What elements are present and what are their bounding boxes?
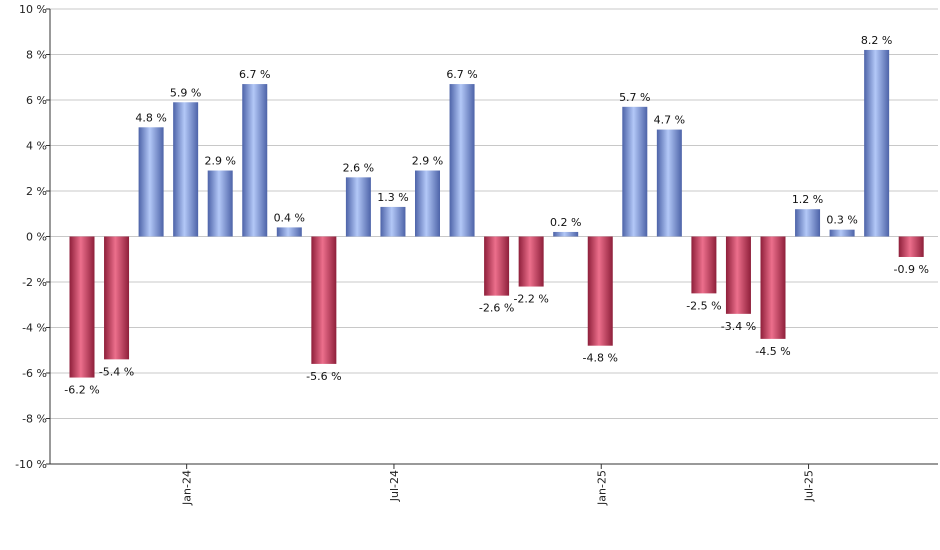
bar-data-label: -3.4 %	[721, 320, 756, 333]
bar-positive	[829, 229, 855, 237]
bar-negative	[587, 236, 613, 346]
y-tick-label: -4 %	[22, 322, 47, 335]
bar-positive	[656, 129, 682, 237]
bar-positive	[622, 106, 648, 237]
bar-data-label: 1.3 %	[377, 191, 408, 204]
bar-negative	[104, 236, 130, 360]
bar-data-label: 4.7 %	[654, 114, 685, 127]
bar-positive	[276, 227, 302, 237]
y-tick-label: 2 %	[26, 185, 47, 198]
bar-negative	[69, 236, 95, 378]
bar-positive	[138, 127, 164, 237]
y-tick-label: -6 %	[22, 367, 47, 380]
bar-positive	[380, 206, 406, 237]
y-tick-label: 0 %	[26, 231, 47, 244]
y-tick-label: 4 %	[26, 140, 47, 153]
y-tick-label: -10 %	[15, 458, 47, 471]
bar-data-label: 6.7 %	[446, 68, 477, 81]
x-axis-ticks: Jan-24 Jul-24 Jan-25 Jul-25	[181, 464, 816, 506]
bar-data-label: 0.3 %	[826, 214, 857, 227]
y-tick-label: -8 %	[22, 413, 47, 426]
y-tick-label: -2 %	[22, 276, 47, 289]
bar-positive	[795, 209, 821, 237]
bar-positive	[864, 49, 890, 237]
bar-negative	[725, 236, 751, 314]
bar-data-label: 0.4 %	[274, 211, 305, 224]
bar-negative	[898, 236, 924, 257]
bar-positive	[415, 170, 440, 237]
bar-data-label: -2.2 %	[513, 293, 548, 306]
bar-positive	[207, 170, 233, 237]
bar-positive	[449, 84, 475, 237]
bar-positive	[242, 84, 268, 237]
y-tick-label: 10 %	[19, 3, 47, 16]
bar-data-label: -2.6 %	[479, 302, 514, 315]
data-labels-layer: -6.2 %-5.4 % 4.8 % 5.9 % 2.9 % 6.7 % 0.4 % -5.…	[64, 34, 929, 397]
bar-data-label: 6.7 %	[239, 68, 270, 81]
y-tick-label: 6 %	[26, 94, 47, 107]
y-tick-label: 8 %	[26, 49, 47, 62]
bar-data-label: 4.8 %	[135, 111, 166, 124]
bar-positive	[553, 231, 579, 237]
bar-data-label: 8.2 %	[861, 34, 892, 47]
bar-data-label: -0.9 %	[893, 263, 928, 276]
bar-data-label: -2.5 %	[686, 299, 721, 312]
bar-data-label: -4.5 %	[755, 345, 790, 358]
bar-positive	[345, 177, 371, 237]
bar-data-label: 2.6 %	[343, 161, 374, 174]
bar-data-label: 1.2 %	[792, 193, 823, 206]
x-tick-label: Jan-25	[595, 470, 608, 506]
y-axis-ticks: 10 % 8 % 6 % 4 % 2 % 0 % -2 % -4 % -6 % -8 % -10 %	[15, 3, 50, 471]
bars-layer	[69, 49, 924, 378]
bar-data-label: 0.2 %	[550, 216, 581, 229]
bar-data-label: -5.4 %	[99, 365, 134, 378]
bar-data-label: 2.9 %	[204, 155, 235, 168]
bar-negative	[760, 236, 786, 339]
bar-data-label: 5.7 %	[619, 91, 650, 104]
bar-data-label: -4.8 %	[583, 352, 618, 365]
bar-negative	[691, 236, 717, 294]
axes-layer	[49, 9, 938, 465]
bar-data-label: -5.6 %	[306, 370, 341, 383]
bar-data-label: -6.2 %	[64, 384, 99, 397]
x-tick-label: Jul-24	[388, 470, 401, 502]
bar-negative	[311, 236, 337, 364]
bar-data-label: 5.9 %	[170, 86, 201, 99]
bar-negative	[484, 236, 510, 296]
x-tick-label: Jul-25	[803, 470, 816, 502]
x-tick-label: Jan-24	[181, 470, 194, 506]
bar-positive	[173, 102, 199, 237]
bar-data-label: 2.9 %	[412, 155, 443, 168]
bar-negative	[518, 236, 544, 287]
